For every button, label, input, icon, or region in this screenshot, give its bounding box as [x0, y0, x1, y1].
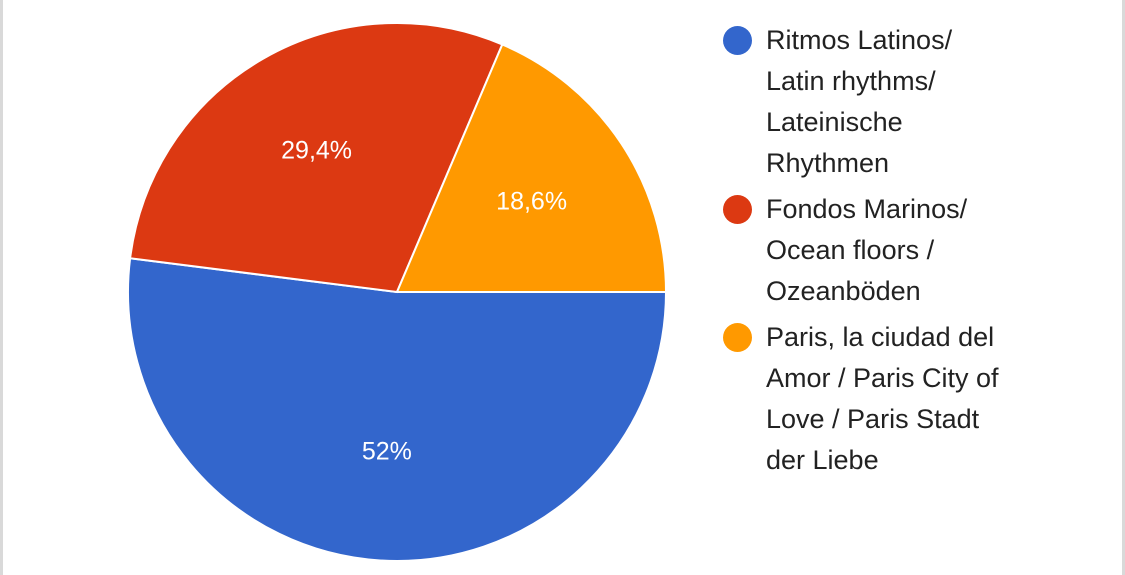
legend-item-fondos-marinos[interactable]: Fondos Marinos/ Ocean floors / Ozeanböde…: [723, 189, 1053, 312]
slice-label-fondos-marinos: 29,4%: [281, 137, 352, 165]
pie-chart: 52% 29,4% 18,6%: [127, 22, 668, 562]
slice-label-ritmos-latinos: 52%: [362, 438, 412, 466]
legend-label: Fondos Marinos/ Ocean floors / Ozeanböde…: [766, 194, 968, 306]
pie-slice-fondos-marinos[interactable]: [129, 22, 504, 294]
pie-slice-ritmos-latinos[interactable]: [127, 257, 668, 562]
legend-label: Paris, la ciudad del Amor / Paris City o…: [766, 322, 999, 475]
legend-item-ritmos-latinos[interactable]: Ritmos Latinos/ Latin rhythms/ Lateinisc…: [723, 20, 1053, 184]
chart-legend: Ritmos Latinos/ Latin rhythms/ Lateinisc…: [723, 20, 1053, 486]
legend-swatch-red: [723, 195, 752, 224]
pie-slice-paris[interactable]: [395, 43, 668, 293]
legend-swatch-orange: [723, 323, 752, 352]
legend-item-paris[interactable]: Paris, la ciudad del Amor / Paris City o…: [723, 317, 1053, 481]
legend-label: Ritmos Latinos/ Latin rhythms/ Lateinisc…: [766, 25, 953, 178]
legend-swatch-blue: [723, 26, 752, 55]
slice-label-paris: 18,6%: [496, 188, 567, 216]
